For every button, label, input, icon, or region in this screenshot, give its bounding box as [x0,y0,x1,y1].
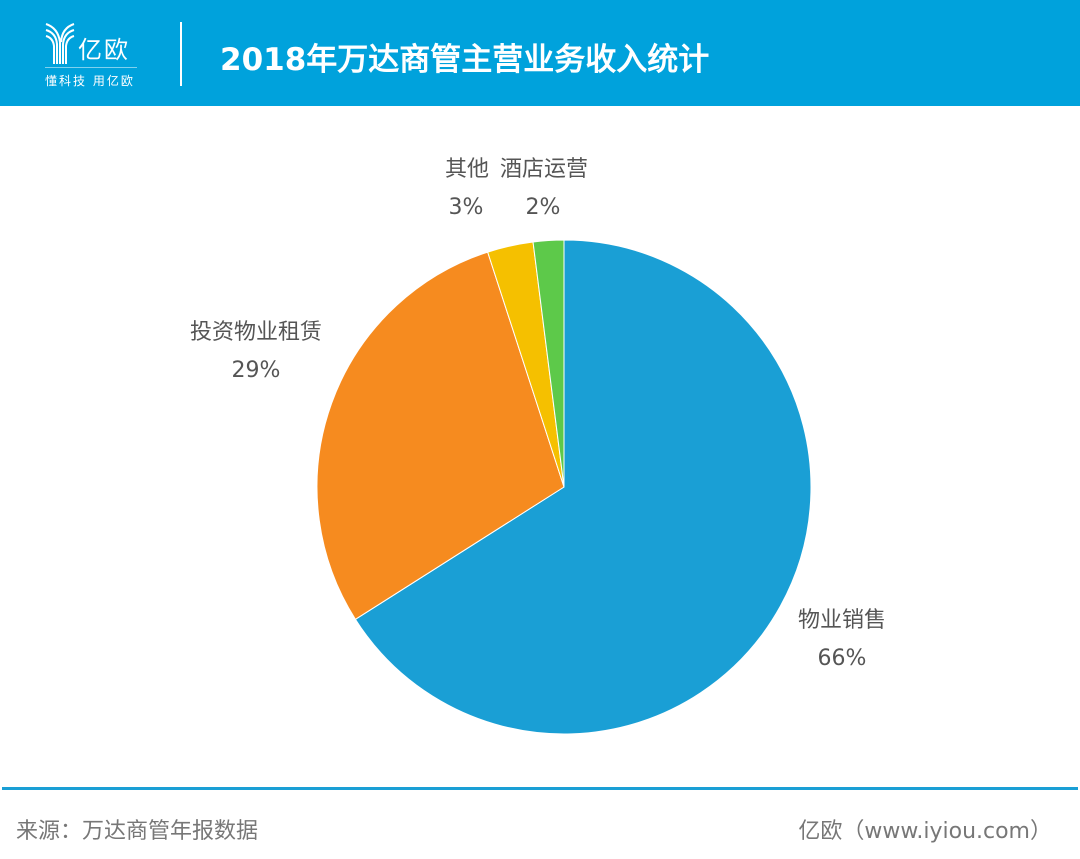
label-slice-1: 投资物业租赁 [189,320,323,345]
label-slice-2: 其他 [444,157,490,182]
logo-underline [45,67,137,68]
chart-title: 2018年万达商管主营业务收入统计 [220,42,710,78]
label-slice-0: 物业销售 [797,608,887,633]
credit-note: 亿欧（www.iyiou.com） [798,819,1052,844]
value-slice-3: 2% [525,195,561,220]
footer-divider [2,787,1078,790]
source-note: 来源：万达商管年报数据 [16,819,259,844]
logo-slogan: 懂科技 用亿欧 [45,74,135,88]
value-slice-2: 3% [448,195,484,220]
pie-slice-1 [316,251,565,621]
pie-slice-3 [532,239,565,488]
pie-slice-0 [354,239,812,735]
yiou-logo-icon [45,23,75,64]
header-banner: 亿欧 懂科技 用亿欧 2018年万达商管主营业务收入统计 [0,0,1080,106]
header-divider [180,22,182,86]
value-slice-0: 66% [817,646,867,671]
value-slice-1: 29% [231,358,281,383]
label-slice-3: 酒店运营 [499,157,589,182]
logo-text: 亿欧 [78,36,130,64]
